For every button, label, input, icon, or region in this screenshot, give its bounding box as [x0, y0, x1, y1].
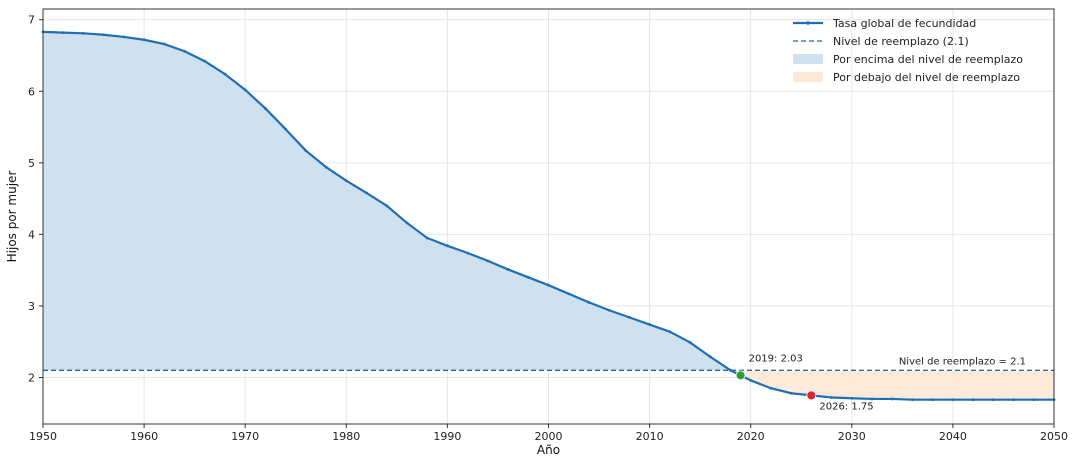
series-point: [425, 236, 429, 240]
series-point: [587, 300, 591, 304]
series-point: [203, 59, 207, 63]
x-tick-label: 1950: [29, 430, 57, 443]
x-tick-label: 2020: [737, 430, 765, 443]
series-point: [870, 397, 874, 401]
series-point: [890, 397, 894, 401]
series-point: [162, 42, 166, 46]
series-point: [971, 398, 975, 402]
series-point: [284, 127, 288, 131]
series-point: [142, 38, 146, 42]
annotation-marker: [735, 370, 746, 381]
series-point: [789, 391, 793, 395]
series-point: [385, 204, 389, 208]
series-point: [749, 378, 753, 382]
series-point: [405, 221, 409, 225]
series-point: [264, 107, 267, 110]
series-point: [61, 31, 65, 35]
legend-swatch-dot: [806, 21, 810, 25]
fill-below-replacement: [730, 370, 1054, 400]
axis-ticks: 1950 1960 1970 1980 1990 2000 2010 2020 2030 2040…: [28, 14, 1068, 443]
annotation-label: 2019: 2.03: [749, 353, 803, 364]
series-point: [708, 355, 712, 359]
series-point: [648, 323, 651, 326]
series-point: [951, 398, 955, 402]
series-point: [830, 396, 833, 399]
series-point: [1032, 398, 1036, 402]
series-point: [688, 341, 692, 344]
legend-label: Por encima del nivel de reemplazo: [833, 53, 1023, 66]
annotations: 2019: 2.03 2026: 1.75 Nivel de reemplazo =…: [749, 353, 1026, 412]
x-tick-label: 1970: [231, 430, 259, 443]
series-point: [1012, 398, 1015, 402]
series-point: [344, 179, 348, 183]
series-point: [931, 398, 935, 402]
annotation-markers: [735, 370, 817, 401]
series-point: [729, 368, 732, 372]
x-tick-label: 2030: [838, 430, 866, 443]
series-point: [991, 398, 995, 402]
legend: Tasa global de fecundidad Nivel de reempl…: [793, 17, 1023, 84]
series-point: [183, 49, 186, 53]
x-axis-label: Año: [537, 443, 560, 457]
x-tick-label: 1990: [433, 430, 461, 443]
x-tick-label: 2010: [636, 430, 664, 443]
annotation-marker: [806, 390, 817, 401]
series-point: [324, 165, 328, 169]
series-line-tgf: [42, 30, 1054, 401]
series-point: [223, 72, 227, 76]
series-point: [122, 35, 126, 39]
y-tick-label: 2: [28, 371, 35, 384]
y-tick-label: 7: [28, 14, 35, 27]
x-tick-label: 2000: [535, 430, 563, 443]
series-point: [850, 396, 854, 400]
series-point: [567, 292, 571, 296]
x-tick-label: 1980: [332, 430, 360, 443]
y-axis-label: Hijos por mujer: [5, 171, 19, 263]
series-point: [486, 259, 490, 263]
series-point: [506, 268, 510, 271]
y-tick-label: 6: [28, 85, 35, 98]
series-point: [466, 251, 470, 255]
x-tick-label: 2040: [939, 430, 967, 443]
y-tick-label: 4: [28, 228, 35, 241]
fill-above-replacement: [43, 31, 731, 371]
annotation-label: 2026: 1.75: [819, 401, 873, 412]
x-tick-label: 1960: [130, 430, 158, 443]
legend-label: Tasa global de fecundidad: [832, 17, 976, 30]
replacement-level-label: Nivel de reemplazo = 2.1: [899, 356, 1026, 367]
legend-label: Por debajo del nivel de reemplazo: [833, 71, 1020, 84]
legend-swatch-fill: [793, 54, 823, 64]
series-point: [547, 283, 550, 287]
series-point: [769, 386, 773, 390]
x-tick-label: 2050: [1040, 430, 1068, 443]
series-point: [668, 330, 672, 334]
series-point: [243, 88, 247, 92]
series-point: [304, 149, 308, 153]
series-point: [82, 31, 85, 35]
y-tick-label: 5: [28, 157, 35, 170]
legend-label: Nivel de reemplazo (2.1): [833, 35, 969, 48]
series-point: [102, 33, 106, 37]
y-tick-label: 3: [28, 300, 35, 313]
series-point: [365, 191, 368, 195]
series-point: [446, 244, 449, 248]
series-point: [911, 398, 914, 402]
series-lines: [41, 30, 1056, 402]
series-point: [526, 275, 530, 279]
legend-swatch-fill: [793, 72, 823, 82]
series-point: [607, 308, 611, 312]
series-point: [627, 315, 631, 319]
